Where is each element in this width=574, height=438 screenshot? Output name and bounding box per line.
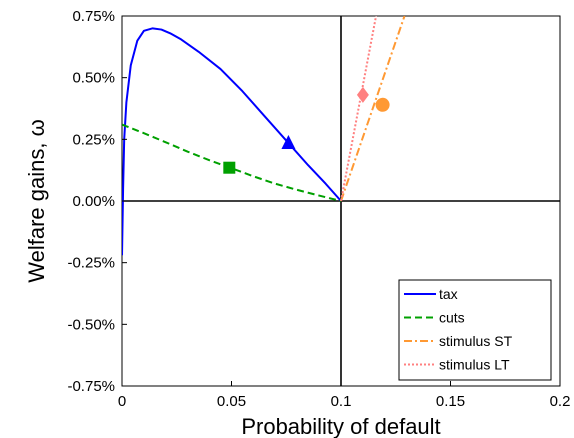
legend-label: stimulus ST bbox=[439, 333, 513, 349]
marker-stimulus-lt bbox=[356, 86, 369, 103]
series-layer bbox=[122, 16, 406, 256]
x-tick-label: 0 bbox=[118, 393, 126, 410]
legend-label: cuts bbox=[439, 310, 465, 326]
legend-label: stimulus LT bbox=[439, 357, 510, 373]
markers-layer bbox=[223, 86, 390, 174]
x-tick-label: 0.2 bbox=[550, 393, 571, 410]
x-axis-label: Probability of default bbox=[241, 414, 440, 438]
y-tick-label: 0.00% bbox=[72, 193, 115, 210]
marker-tax bbox=[281, 135, 296, 150]
series-line-stimulus-st bbox=[340, 16, 406, 202]
y-tick-label: 0.25% bbox=[72, 131, 115, 148]
x-tick-label: 0.05 bbox=[217, 393, 246, 410]
y-ticks: 0.75% 0.50% 0.25% 0.00% -0.25% -0.50% -0.75% bbox=[67, 8, 127, 395]
series-line-tax bbox=[122, 27, 342, 256]
legend-box bbox=[398, 279, 552, 381]
y-axis-label: Welfare gains, ω bbox=[24, 119, 49, 283]
marker-stimulus-st bbox=[375, 97, 390, 112]
y-tick-label: 0.50% bbox=[72, 70, 115, 87]
series-line-stimulus-lt bbox=[340, 16, 378, 202]
y-tick-label: -0.50% bbox=[67, 316, 115, 333]
x-ticks: 0 0.05 0.1 0.15 0.2 bbox=[118, 381, 571, 410]
series-line-cuts bbox=[122, 123, 342, 202]
x-tick-label: 0.1 bbox=[331, 393, 352, 410]
marker-cuts bbox=[223, 161, 236, 174]
y-tick-label: 0.75% bbox=[72, 8, 115, 25]
legend-label: tax bbox=[439, 286, 458, 302]
y-tick-label: -0.75% bbox=[67, 378, 115, 395]
legend: tax cuts stimulus ST stimulus LT bbox=[398, 279, 552, 381]
y-tick-label: -0.25% bbox=[67, 255, 115, 272]
x-tick-label: 0.15 bbox=[436, 393, 465, 410]
